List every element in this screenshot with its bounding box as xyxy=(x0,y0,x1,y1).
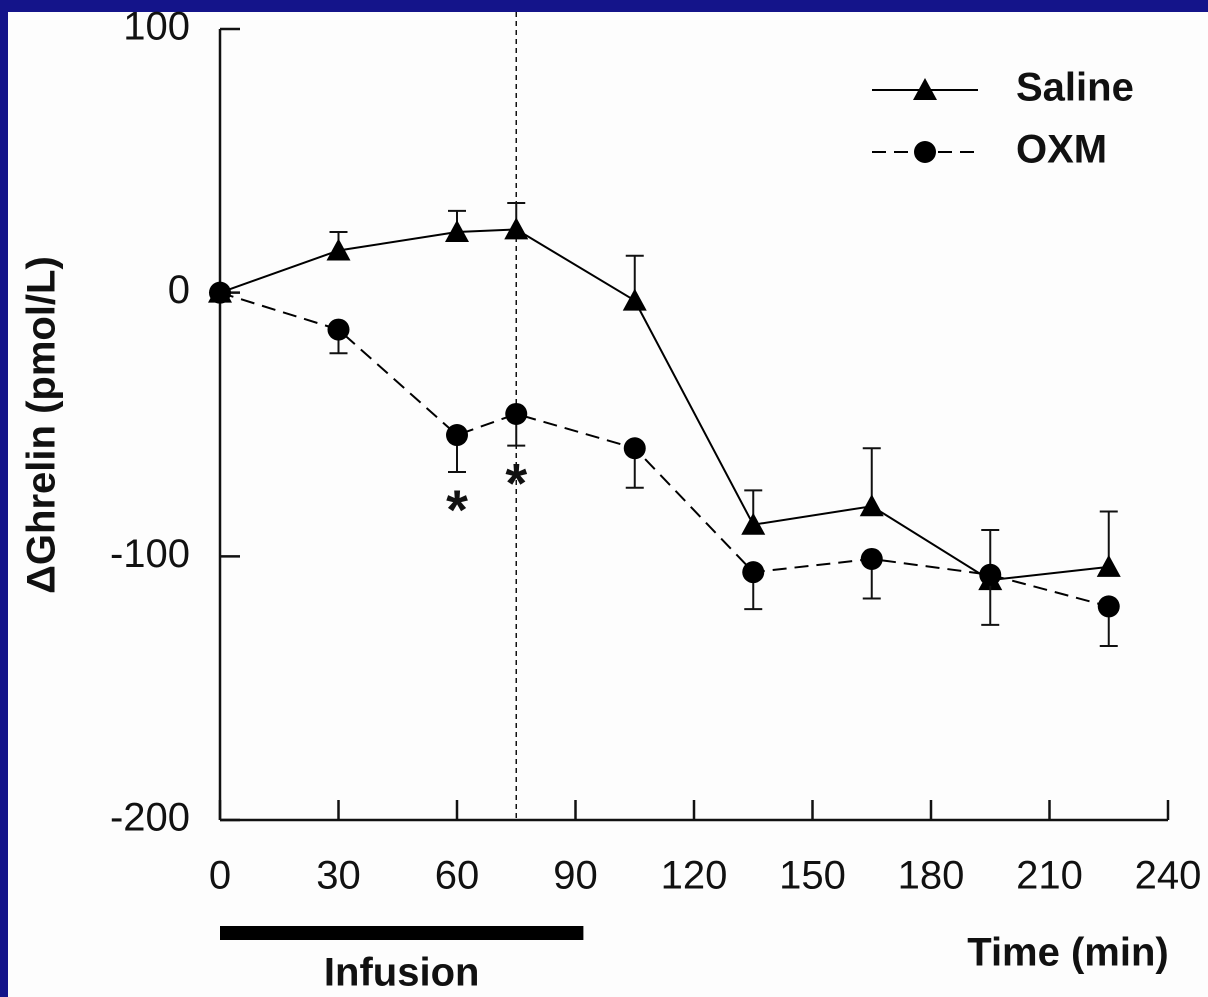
marker xyxy=(622,288,647,311)
y-axis-label: ΔGhrelin (pmol/L) xyxy=(20,256,64,594)
x-tick-label: 30 xyxy=(316,854,361,898)
marker xyxy=(859,494,884,517)
legend-marker xyxy=(914,141,936,163)
annotation: * xyxy=(446,478,468,541)
y-tick-label: 0 xyxy=(168,268,190,312)
x-tick-label: 90 xyxy=(553,854,598,898)
marker xyxy=(860,547,883,570)
marker xyxy=(742,561,765,584)
marker xyxy=(979,563,1002,586)
marker xyxy=(209,281,231,304)
marker xyxy=(446,424,468,447)
x-tick-label: 240 xyxy=(1135,854,1202,898)
x-tick-label: 60 xyxy=(435,854,480,898)
marker xyxy=(1097,595,1120,618)
x-tick-label: 210 xyxy=(1016,854,1083,898)
x-tick-label: 180 xyxy=(898,854,965,898)
y-tick-label: 100 xyxy=(123,5,190,49)
marker xyxy=(504,217,529,240)
marker xyxy=(1096,554,1121,577)
marker xyxy=(326,238,351,261)
legend-marker xyxy=(913,78,937,100)
x-tick-label: 0 xyxy=(209,854,231,898)
marker xyxy=(327,318,350,341)
y-tick-label: -200 xyxy=(110,796,190,840)
x-tick-label: 150 xyxy=(779,854,846,898)
marker xyxy=(445,220,469,243)
legend-label: OXM xyxy=(1016,128,1107,172)
marker xyxy=(741,512,766,535)
infusion-label: Infusion xyxy=(324,951,480,995)
annotation: * xyxy=(505,451,527,514)
y-tick-label: -100 xyxy=(110,532,190,576)
marker xyxy=(505,402,528,425)
plot-background xyxy=(8,12,1208,997)
marker xyxy=(623,437,646,460)
legend-label: Saline xyxy=(1016,66,1134,110)
x-tick-label: 120 xyxy=(661,854,728,898)
x-axis-label: Time (min) xyxy=(967,931,1169,975)
